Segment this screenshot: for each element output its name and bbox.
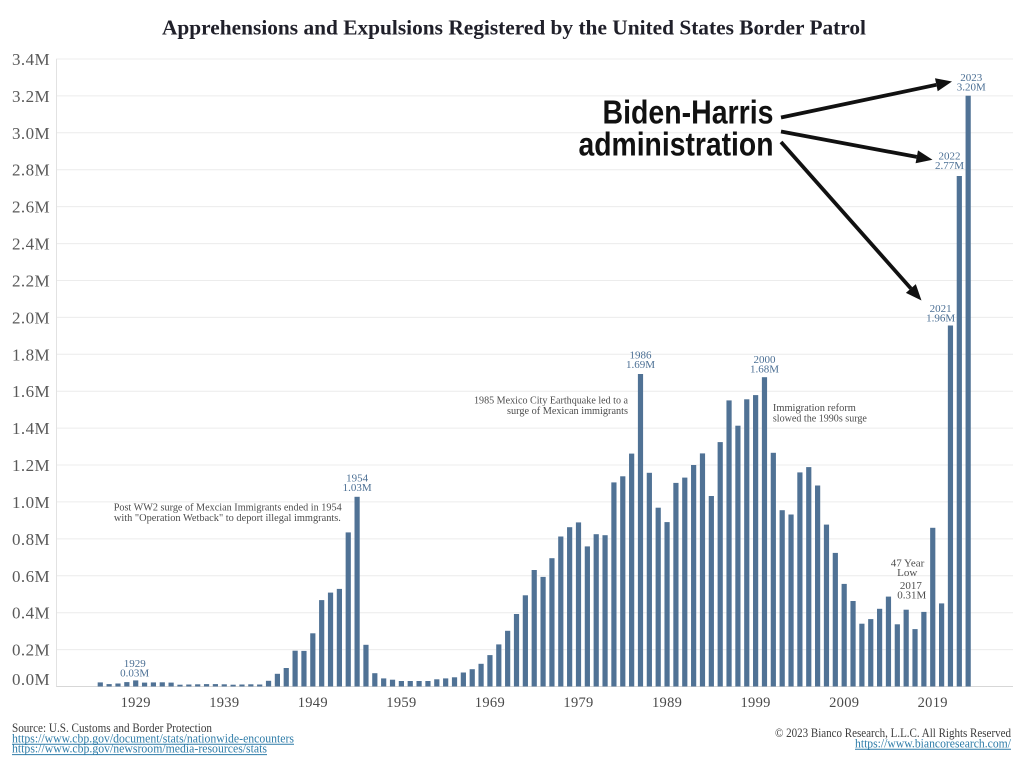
- svg-text:2023: 2023: [960, 72, 983, 84]
- svg-text:1.03M: 1.03M: [343, 482, 372, 494]
- svg-text:administration: administration: [579, 126, 774, 163]
- svg-text:2.77M: 2.77M: [935, 160, 964, 172]
- svg-text:2000: 2000: [754, 354, 777, 366]
- svg-text:0.8M: 0.8M: [12, 530, 50, 549]
- svg-text:Source: U.S. Customs and Borde: Source: U.S. Customs and Border Protecti…: [12, 721, 213, 735]
- svg-text:https://www.biancoresearch.com: https://www.biancoresearch.com/: [855, 736, 1011, 750]
- svg-text:Immigration reform: Immigration reform: [773, 402, 856, 414]
- svg-text:Biden-Harris: Biden-Harris: [603, 94, 774, 131]
- svg-text:1.96M: 1.96M: [926, 313, 955, 325]
- svg-text:1929: 1929: [121, 695, 151, 711]
- svg-text:1929: 1929: [124, 658, 147, 670]
- svg-text:0.6M: 0.6M: [12, 567, 50, 586]
- svg-text:Low: Low: [897, 567, 917, 579]
- svg-text:0.31M: 0.31M: [897, 590, 926, 602]
- svg-text:2.4M: 2.4M: [12, 235, 50, 254]
- svg-text:1969: 1969: [475, 695, 505, 711]
- svg-text:1.6M: 1.6M: [12, 382, 50, 401]
- svg-text:2017: 2017: [900, 580, 923, 592]
- svg-text:2019: 2019: [918, 695, 948, 711]
- svg-text:2022: 2022: [939, 151, 961, 163]
- svg-text:1.68M: 1.68M: [750, 363, 779, 375]
- svg-text:2021: 2021: [930, 303, 952, 315]
- svg-text:Apprehensions and Expulsions R: Apprehensions and Expulsions Registered …: [162, 15, 866, 39]
- svg-text:1959: 1959: [386, 695, 416, 711]
- svg-text:3.20M: 3.20M: [957, 82, 986, 94]
- svg-text:0.0M: 0.0M: [12, 670, 50, 689]
- svg-text:1979: 1979: [563, 695, 593, 711]
- svg-text:https://www.cbp.gov/newsroom/m: https://www.cbp.gov/newsroom/media-resou…: [12, 742, 267, 756]
- svg-text:0.2M: 0.2M: [12, 641, 50, 660]
- svg-text:1985 Mexico City Earthquake le: 1985 Mexico City Earthquake led to a: [474, 394, 628, 406]
- svg-text:2.6M: 2.6M: [12, 198, 50, 217]
- svg-text:Post WW2 surge of Mexcian Immi: Post WW2 surge of Mexcian Immigrants end…: [114, 502, 342, 514]
- svg-text:1.4M: 1.4M: [12, 419, 50, 438]
- svg-text:https://www.cbp.gov/document/s: https://www.cbp.gov/document/stats/natio…: [12, 731, 294, 745]
- svg-text:1.2M: 1.2M: [12, 456, 50, 475]
- svg-text:2009: 2009: [829, 695, 859, 711]
- svg-text:3.2M: 3.2M: [12, 87, 50, 106]
- svg-text:1.0M: 1.0M: [12, 493, 50, 512]
- svg-text:1989: 1989: [652, 695, 682, 711]
- svg-text:3.0M: 3.0M: [12, 124, 50, 143]
- svg-text:1986: 1986: [630, 350, 653, 362]
- svg-text:2.0M: 2.0M: [12, 308, 50, 327]
- svg-text:surge of Mexican immigrants: surge of Mexican immigrants: [507, 405, 628, 417]
- svg-text:1999: 1999: [740, 695, 770, 711]
- svg-text:© 2023 Bianco Research, L.L.C.: © 2023 Bianco Research, L.L.C. All Right…: [775, 726, 1012, 740]
- svg-text:1939: 1939: [209, 695, 239, 711]
- svg-text:with "Operation Wetback" to de: with "Operation Wetback" to deport illeg…: [114, 512, 341, 524]
- svg-text:0.4M: 0.4M: [12, 604, 50, 623]
- svg-text:1954: 1954: [346, 473, 369, 485]
- svg-text:1.69M: 1.69M: [626, 359, 655, 371]
- svg-text:0.03M: 0.03M: [120, 667, 149, 679]
- svg-text:1.8M: 1.8M: [12, 345, 50, 364]
- svg-text:2.8M: 2.8M: [12, 161, 50, 180]
- svg-text:slowed the 1990s surge: slowed the 1990s surge: [773, 412, 867, 424]
- svg-text:2.2M: 2.2M: [12, 272, 50, 291]
- svg-text:1949: 1949: [298, 695, 328, 711]
- svg-text:3.4M: 3.4M: [12, 50, 50, 69]
- svg-text:47 Year: 47 Year: [891, 557, 925, 569]
